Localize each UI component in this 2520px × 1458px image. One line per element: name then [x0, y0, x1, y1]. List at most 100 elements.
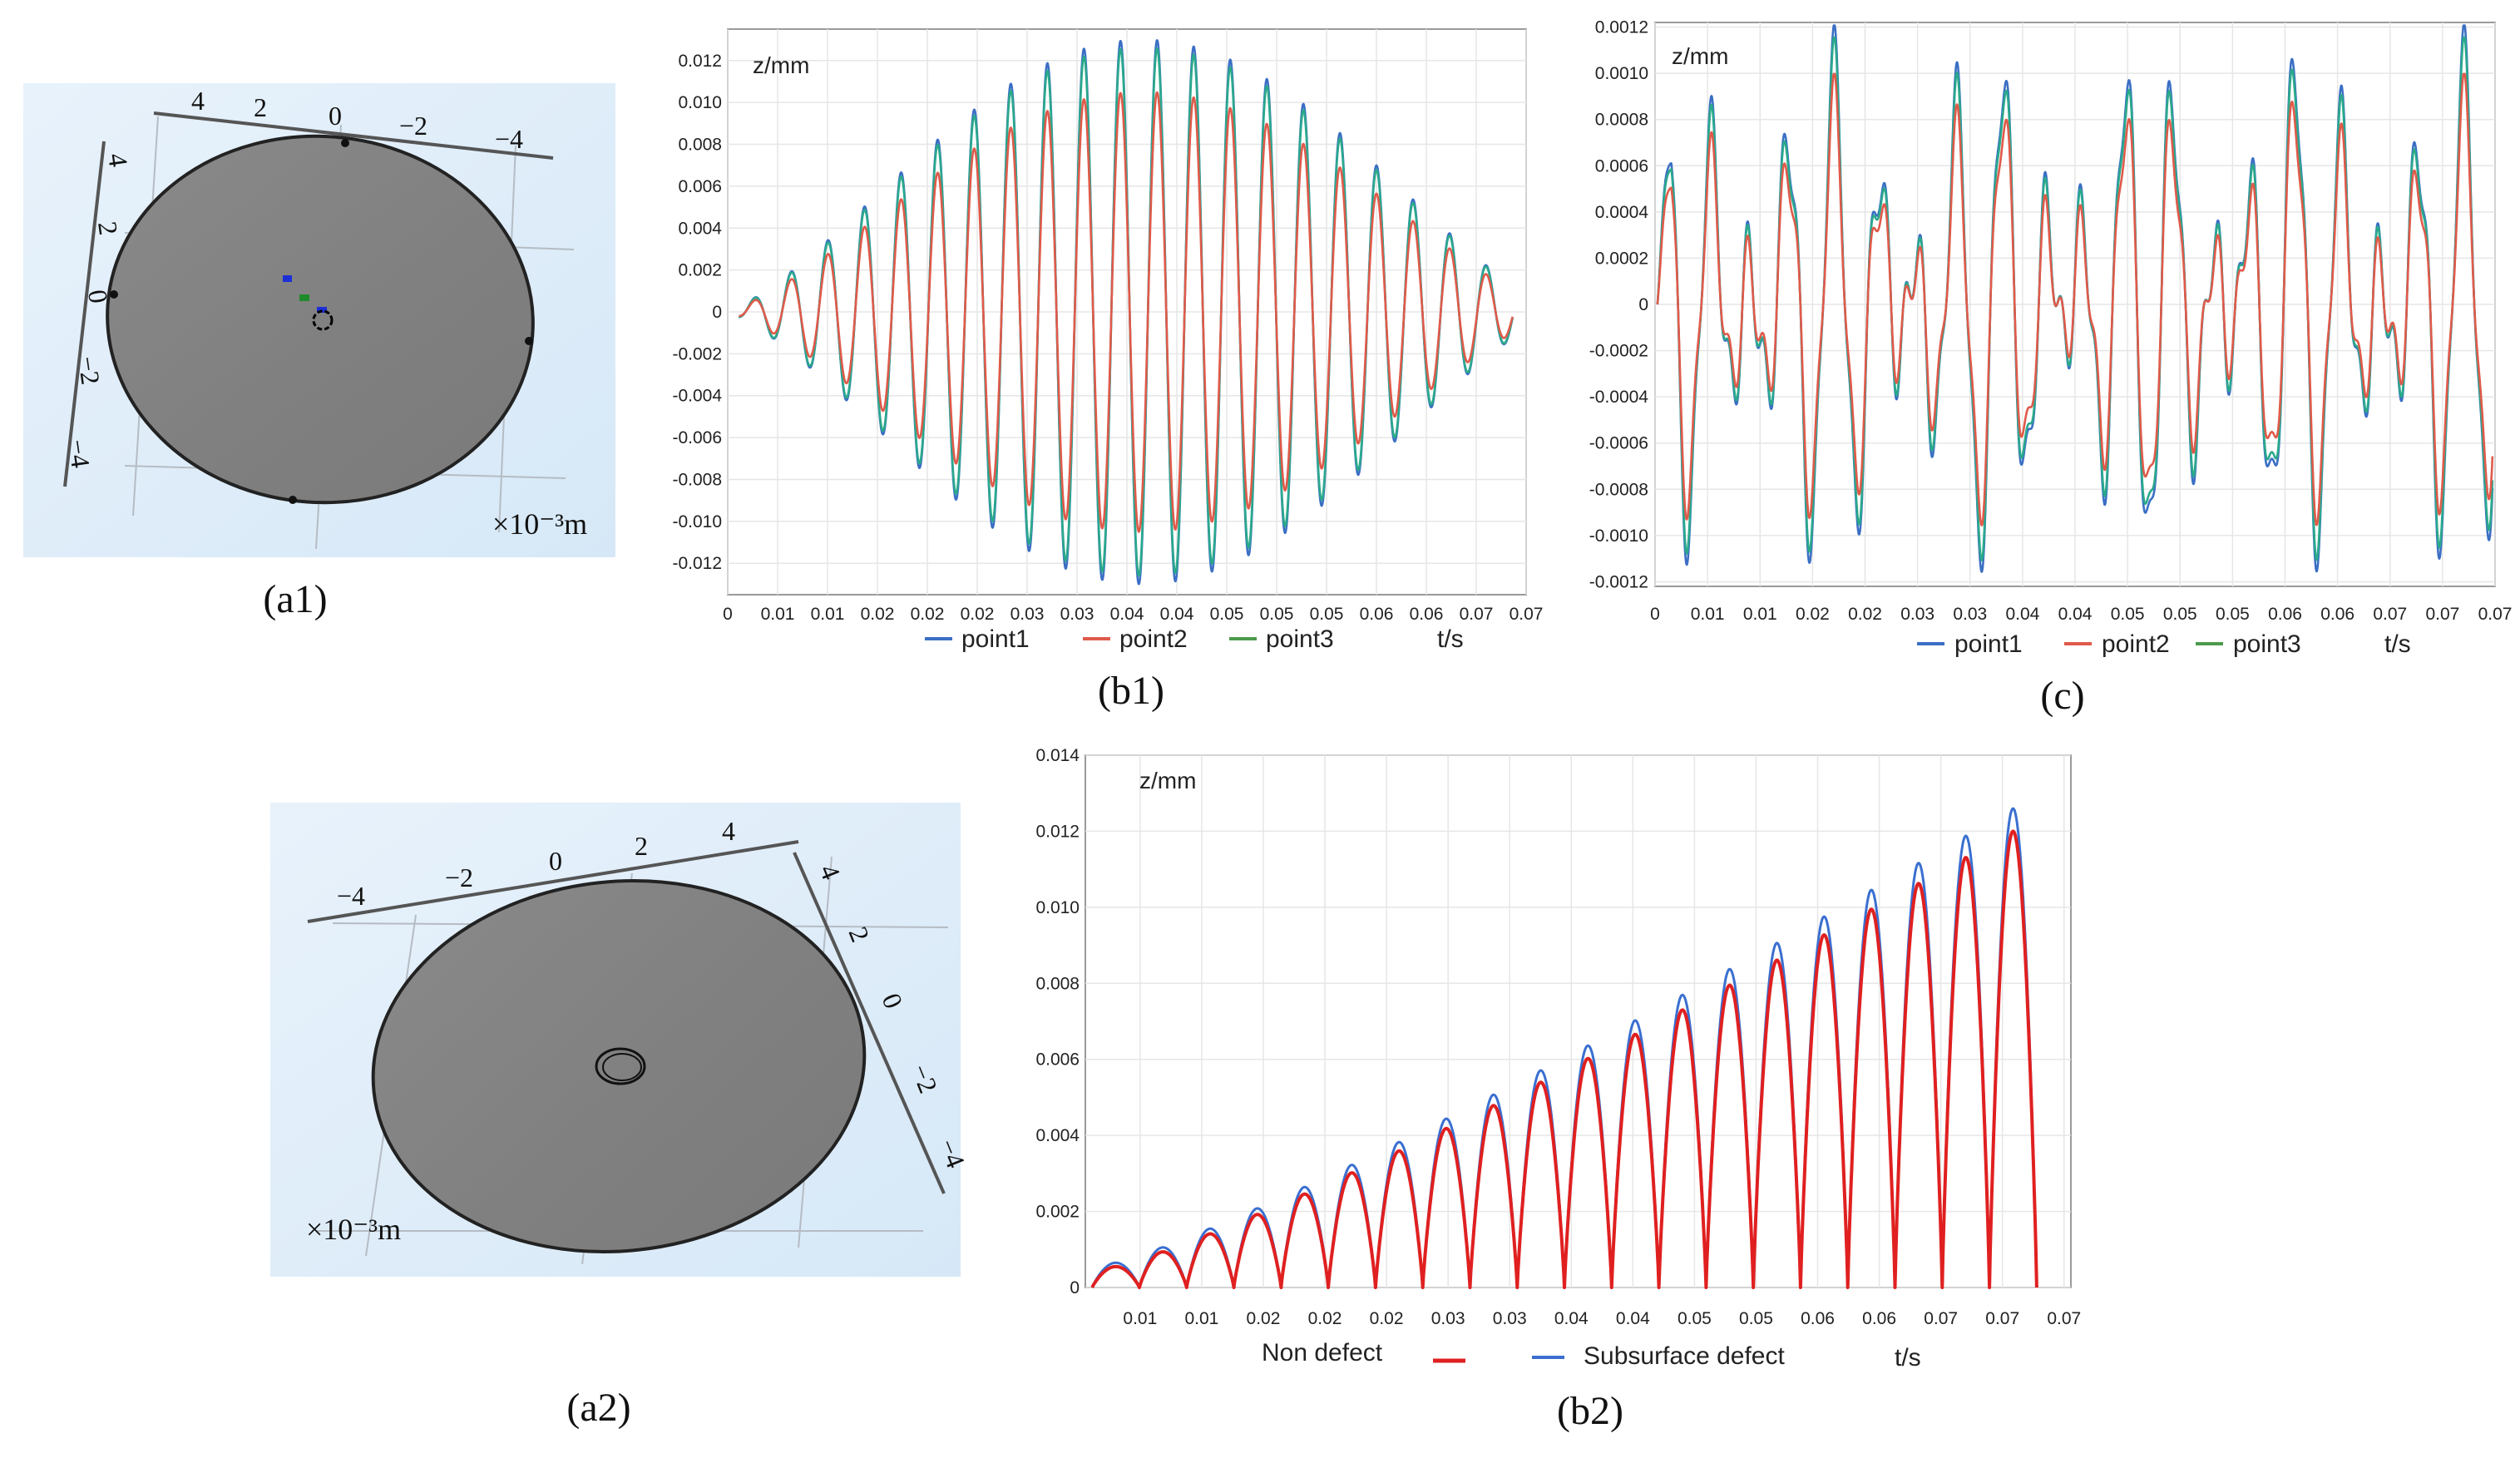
chart-b1-xlabel: t/s: [1437, 625, 1464, 653]
x-tick-label: 0.02: [1796, 605, 1830, 624]
y-tick-label: -0.010: [672, 512, 722, 531]
chart-b2: 0.014 0.012 0.010 0.008 0.006 0.004 0.002 0 0.0…: [1035, 746, 2081, 1433]
chart-c-ylabel: z/mm: [1672, 43, 1728, 69]
y-tick-label: 0.010: [678, 93, 722, 112]
chart-b1-y-ticks: 0.012 0.010 0.008 0.006 0.004 0.002 0 -0.002 -0.…: [672, 52, 722, 573]
x-tick-label: 0.01: [1184, 1309, 1218, 1328]
chart-b2-xlabel: t/s: [1895, 1344, 1921, 1372]
model-a1-disc: [106, 134, 535, 505]
x-tick-label: 0.04: [1616, 1309, 1650, 1328]
y-tick-label: 0.008: [678, 136, 722, 155]
y-tick-label: -0.012: [672, 554, 722, 573]
model-a1-edge-point: [525, 337, 533, 345]
a1-top-tick: 4: [191, 86, 205, 116]
legend-b1-point1-label: point1: [961, 625, 1030, 653]
y-tick-label: 0.0008: [1595, 111, 1648, 130]
y-tick-label: 0.004: [678, 219, 722, 238]
a2-top-tick: −4: [337, 881, 365, 911]
model-a1-top-axis: [153, 111, 554, 160]
x-tick-label: 0.06: [1862, 1309, 1896, 1328]
a1-left-tick: 4: [102, 151, 134, 169]
y-tick-label: 0.0002: [1595, 249, 1648, 268]
a2-top-tick: 0: [549, 846, 562, 876]
chart-b2-x-ticks: 0.01 0.01 0.02 0.02 0.02 0.03 0.03 0.04 0.04 0.05…: [1123, 1309, 2081, 1328]
chart-c-series: [1656, 24, 2494, 573]
y-tick-label: 0.006: [678, 177, 722, 196]
model-a2-defect-inner: [602, 1053, 642, 1081]
x-tick-label: 0.02: [861, 605, 895, 624]
x-tick-label: 0.05: [2216, 605, 2250, 624]
x-tick-label: 0.01: [811, 605, 845, 624]
chart-b1-legend: point1 point2 point3 t/s: [925, 625, 1464, 653]
legend-b1-point3-label: point3: [1266, 625, 1334, 653]
y-tick-label: -0.0004: [1589, 388, 1649, 407]
chart-c-grid: [1654, 22, 2496, 586]
chart-b2-frame: [1085, 754, 2072, 1288]
y-tick-label: -0.0006: [1589, 434, 1648, 453]
a1-top-tick: −2: [399, 111, 427, 141]
x-tick-label: 0.04: [1554, 1309, 1589, 1328]
y-tick-label: 0.002: [678, 261, 722, 280]
chart-b1-series: [738, 39, 1514, 586]
x-tick-label: 0.05: [1310, 605, 1344, 624]
y-tick-label: 0: [712, 303, 722, 322]
chart-c-xlabel: t/s: [2384, 630, 2411, 658]
model-a1-edge-point: [289, 496, 297, 504]
chart-c-x-ticks: 0 0.01 0.01 0.02 0.02 0.03 0.03 0.04 0.04 0.05 0.0…: [1650, 605, 2512, 624]
series-line-non-defect: [1090, 829, 2038, 1289]
legend-c-point2-label: point2: [2102, 630, 2170, 658]
x-tick-label: 0.07: [2425, 605, 2459, 624]
legend-c-point3-label: point3: [2233, 630, 2301, 658]
series-line-point2: [738, 91, 1514, 533]
x-tick-label: 0.02: [911, 605, 945, 624]
chart-b2-series: [1090, 807, 2038, 1289]
model-a1-edge-point: [110, 290, 118, 299]
chart-b1: 0.0120.0100.0080.0060.0040.0020-0.002-0.…: [672, 28, 1543, 713]
x-tick-label: 0.01: [1743, 605, 1777, 624]
x-tick-label: 0.06: [1410, 605, 1444, 624]
model-a1-defect-circle: [312, 309, 334, 331]
chart-b2-ylabel: z/mm: [1139, 768, 1196, 793]
x-tick-label: 0: [723, 605, 733, 624]
x-tick-label: 0.01: [1691, 605, 1725, 624]
a1-top-tick: 2: [254, 92, 267, 122]
a2-top-tick: −2: [445, 862, 473, 892]
y-tick-label: -0.006: [672, 428, 722, 447]
a1-top-tick: −4: [495, 124, 523, 154]
a1-top-tick: 0: [329, 101, 342, 131]
model-a1-unit: ×10⁻³m: [492, 507, 587, 541]
x-tick-label: 0.07: [1985, 1309, 2019, 1328]
legend-b2-subsurface-label: Subsurface defect: [1584, 1342, 1785, 1370]
a1-left-tick: −4: [62, 437, 96, 470]
a1-left-tick: 2: [92, 220, 124, 237]
y-tick-label: 0.012: [1035, 822, 1080, 841]
x-tick-label: 0.02: [961, 605, 995, 624]
caption-a2: (a2): [566, 1386, 630, 1430]
a1-left-tick: −2: [72, 354, 106, 387]
x-tick-label: 0.07: [1924, 1309, 1958, 1328]
y-tick-label: -0.0008: [1589, 480, 1648, 499]
x-tick-label: 0.05: [2163, 605, 2197, 624]
y-tick-label: -0.0012: [1589, 572, 1648, 591]
x-tick-label: 0.07: [2478, 605, 2513, 624]
x-tick-label: 0: [1650, 605, 1660, 624]
model-a1-top-ticks: 4 2 0 −2 −4: [191, 86, 523, 154]
y-tick-label: 0.012: [678, 52, 722, 71]
x-tick-label: 0.07: [1460, 605, 1494, 624]
y-tick-label: 0.0004: [1595, 203, 1649, 222]
y-tick-label: 0.002: [1035, 1203, 1080, 1222]
x-tick-label: 0.07: [2047, 1309, 2081, 1328]
panel-a2: −4 −2 0 2 4 4 2 0 −2 −4 ×10⁻³m (a2): [270, 803, 971, 1430]
y-tick-label: -0.008: [672, 470, 722, 489]
model-a2-disc: [371, 879, 867, 1253]
caption-c: (c): [2040, 674, 2084, 718]
model-a2-defect-circle: [595, 1047, 646, 1085]
x-tick-label: 0.06: [2320, 605, 2354, 624]
x-tick-label: 0.02: [1308, 1309, 1342, 1328]
x-tick-label: 0.02: [1370, 1309, 1404, 1328]
model-a2-unit: ×10⁻³m: [306, 1213, 401, 1246]
model-a1-edge-point: [341, 139, 349, 147]
y-tick-label: 0.004: [1035, 1126, 1080, 1145]
x-tick-label: 0.05: [1678, 1309, 1712, 1328]
x-tick-label: 0.04: [1110, 605, 1144, 624]
